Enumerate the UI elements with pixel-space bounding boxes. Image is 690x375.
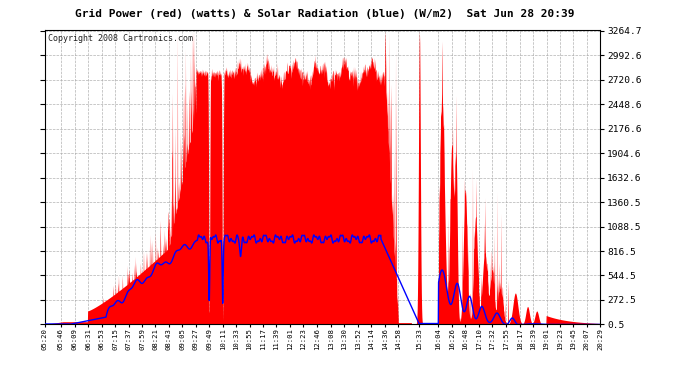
Text: Copyright 2008 Cartronics.com: Copyright 2008 Cartronics.com: [48, 34, 193, 44]
Text: Grid Power (red) (watts) & Solar Radiation (blue) (W/m2)  Sat Jun 28 20:39: Grid Power (red) (watts) & Solar Radiati…: [75, 9, 574, 20]
